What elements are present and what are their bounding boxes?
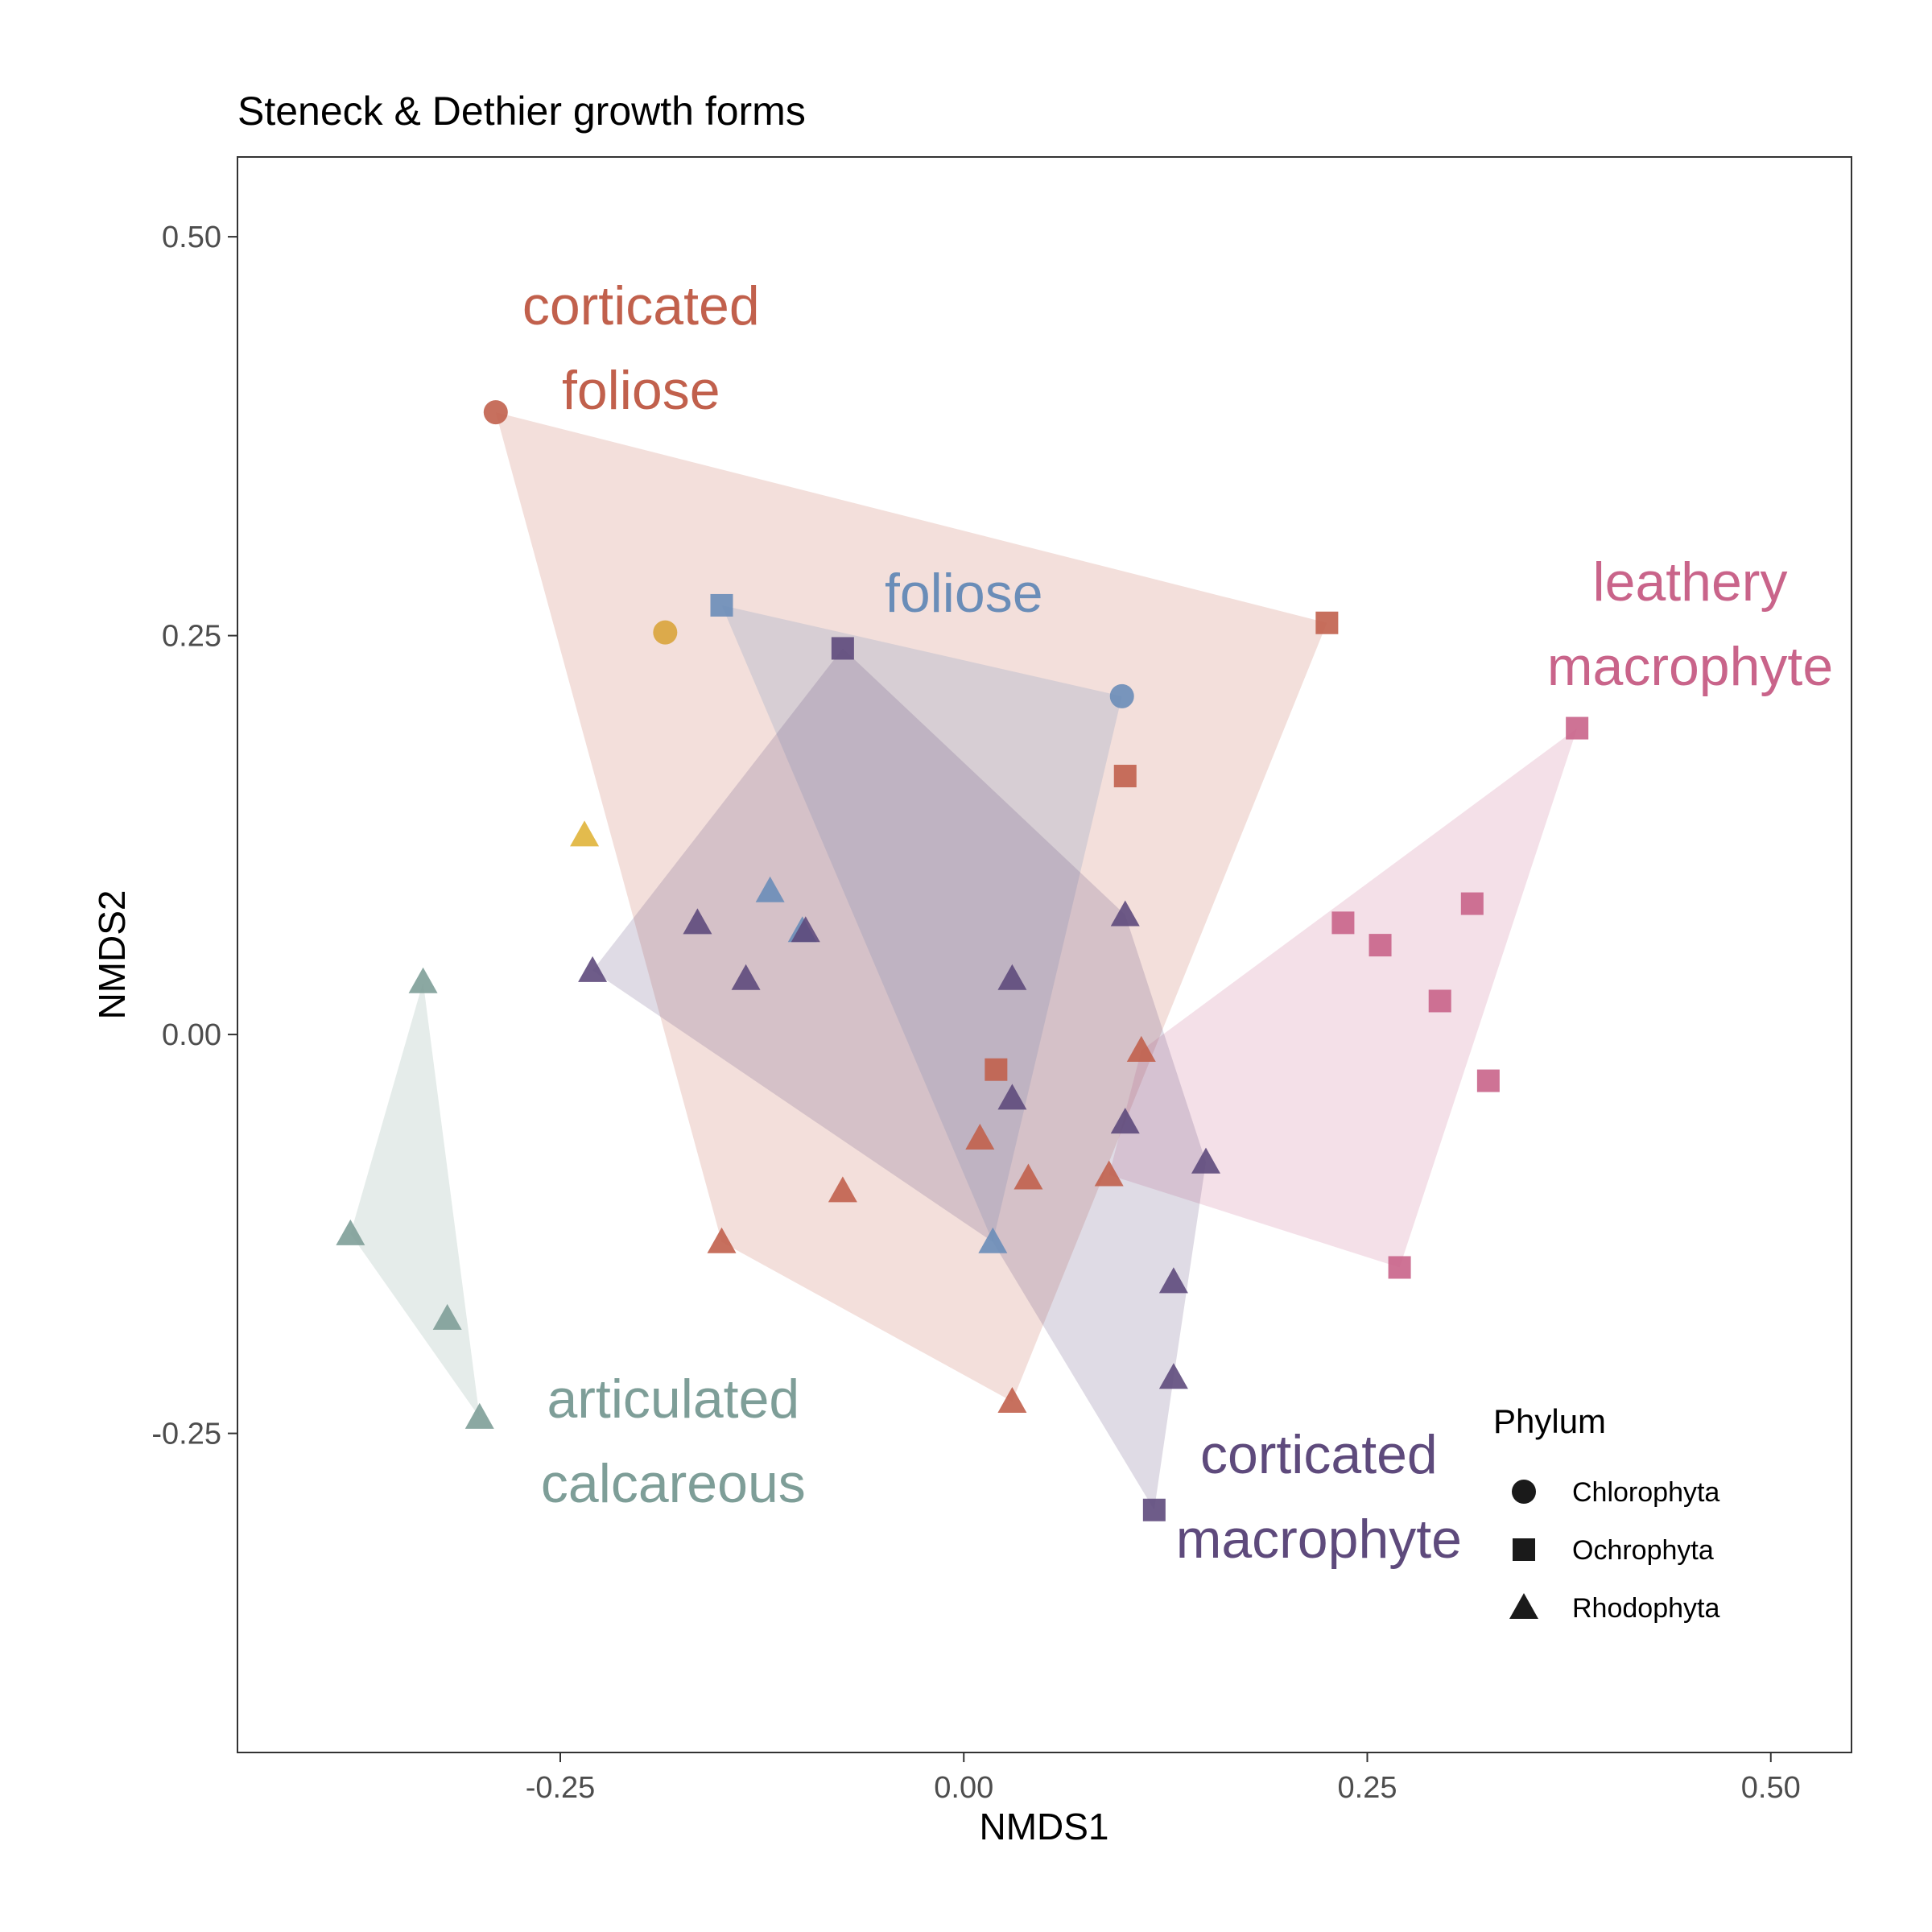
group-label-3-line-0: corticated — [1200, 1424, 1438, 1485]
x-axis: -0.25 0.00 0.25 0.50 — [526, 1752, 1801, 1805]
data-point-3-0 — [831, 637, 854, 660]
data-point-2-2 — [1368, 934, 1392, 957]
legend-key-triangle — [1509, 1593, 1538, 1620]
y-tick-label-1: 0.00 — [162, 1018, 221, 1052]
legend-label-1: Ochrophyta — [1572, 1535, 1714, 1566]
x-tick-label-0: -0.25 — [526, 1771, 596, 1805]
data-point-1-1 — [1109, 683, 1134, 708]
y-tick-label-3: 0.50 — [162, 221, 221, 254]
data-point-2-0 — [1566, 716, 1589, 740]
data-point-1-2 — [755, 876, 785, 902]
data-point-0-10 — [965, 1123, 995, 1150]
data-point-0-5 — [828, 1176, 857, 1203]
data-point-5-0 — [653, 620, 678, 645]
data-point-4-2 — [432, 1303, 462, 1330]
data-point-3-3 — [731, 964, 761, 990]
x-tick-label-3: 0.50 — [1741, 1771, 1801, 1805]
group-hull-3 — [592, 648, 1206, 1510]
group-label-4-line-0: articulated — [547, 1368, 799, 1430]
data-point-3-2 — [683, 908, 712, 935]
y-tick-label-2: 0.25 — [162, 620, 221, 654]
group-label-2-line-1: macrophyte — [1547, 636, 1833, 697]
x-tick-label-1: 0.00 — [934, 1771, 993, 1805]
x-tick-label-2: 0.25 — [1338, 1771, 1397, 1805]
data-point-3-4 — [791, 916, 820, 943]
data-point-4-0 — [408, 967, 438, 993]
data-point-6-0 — [570, 820, 600, 847]
data-point-3-12 — [1142, 1498, 1166, 1521]
legend-title: Phylum — [1493, 1402, 1606, 1440]
data-point-3-11 — [1158, 1363, 1188, 1389]
data-point-0-1 — [1315, 611, 1339, 634]
group-label-0-line-0: corticated — [522, 275, 760, 336]
data-point-0-7 — [1013, 1163, 1043, 1190]
data-point-2-5 — [1476, 1069, 1500, 1092]
data-point-3-6 — [1110, 900, 1140, 927]
data-point-2-6 — [1388, 1256, 1411, 1279]
y-axis-label: NMDS2 — [91, 890, 133, 1019]
group-label-4-line-1: calcareous — [541, 1453, 806, 1514]
group-label-0-line-1: foliose — [562, 360, 720, 421]
data-point-2-1 — [1331, 911, 1355, 935]
group-labels: corticated foliose foliose leathery macrophy… — [522, 275, 1833, 1570]
y-axis: -0.25 0.00 0.25 0.50 — [151, 221, 237, 1451]
group-hulls — [350, 412, 1578, 1510]
data-point-2-4 — [1428, 989, 1451, 1013]
group-hull-1 — [721, 605, 1122, 1242]
y-tick-label-0: -0.25 — [151, 1418, 221, 1451]
group-label-1-line-0: foliose — [885, 563, 1043, 624]
data-point-3-9 — [1191, 1147, 1220, 1174]
plot-frame — [237, 156, 1852, 1753]
data-point-0-6 — [997, 1386, 1027, 1413]
legend-key-square — [1513, 1538, 1535, 1561]
x-axis-label: NMDS1 — [979, 1806, 1108, 1847]
data-point-0-4 — [707, 1227, 737, 1253]
data-point-4-3 — [464, 1402, 494, 1429]
legend-key-circle — [1512, 1480, 1536, 1504]
group-label-3-line-1: macrophyte — [1176, 1509, 1462, 1570]
group-hull-2 — [1108, 728, 1578, 1268]
legend-label-2: Rhodophyta — [1572, 1593, 1719, 1624]
legend-label-0: Chlorophyta — [1572, 1477, 1719, 1508]
group-hull-0 — [495, 412, 1327, 1402]
data-points — [336, 400, 1589, 1521]
data-point-3-5 — [997, 964, 1027, 990]
data-point-0-2 — [1113, 765, 1137, 788]
data-point-4-1 — [336, 1219, 365, 1245]
group-label-2-line-0: leathery — [1593, 551, 1788, 613]
data-point-3-10 — [1158, 1267, 1188, 1294]
data-point-0-9 — [1126, 1035, 1156, 1062]
data-point-0-8 — [1094, 1160, 1124, 1187]
data-point-3-8 — [1110, 1108, 1140, 1134]
data-point-0-0 — [483, 400, 508, 425]
data-point-3-7 — [997, 1084, 1027, 1110]
data-point-2-3 — [1460, 892, 1484, 915]
data-point-1-3 — [978, 1227, 1008, 1253]
chart-title: Steneck & Dethier growth forms — [237, 89, 806, 134]
data-point-1-0 — [710, 593, 733, 617]
data-point-0-3 — [985, 1058, 1008, 1081]
data-point-3-1 — [578, 956, 608, 982]
legend: Phylum Chlorophyta Ochrophyta Rhodophyta — [1493, 1402, 1719, 1624]
